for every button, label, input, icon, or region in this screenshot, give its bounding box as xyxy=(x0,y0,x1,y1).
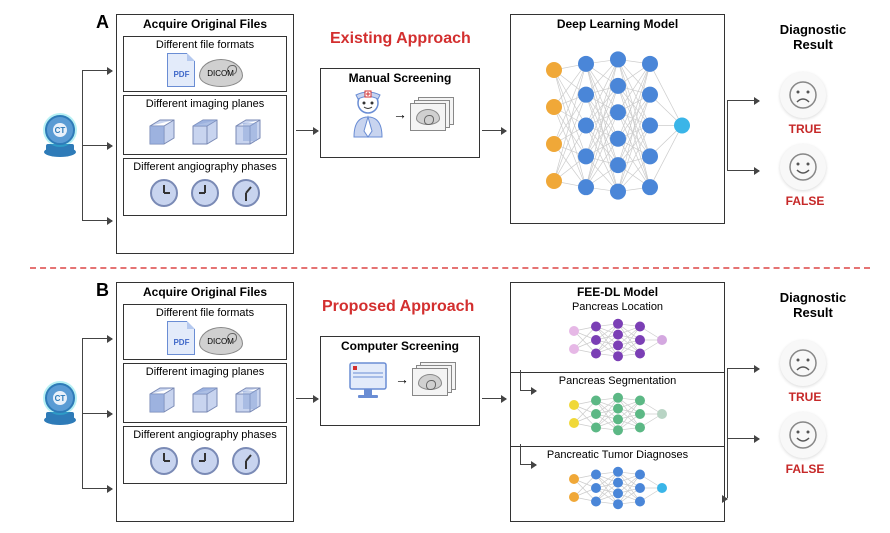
computer-screening-box: Computer Screening → xyxy=(320,336,480,426)
panel-b-label: B xyxy=(96,280,109,301)
cube-icon xyxy=(145,114,179,148)
dl-model-box: Deep Learning Model xyxy=(510,14,725,224)
diagnostic-result-title: Diagnostic Result xyxy=(768,290,858,320)
acquire-files-box: Acquire Original Files Different file fo… xyxy=(116,282,294,522)
image-stack-icon xyxy=(410,97,454,131)
connector xyxy=(520,370,521,390)
doctor-icon xyxy=(346,87,390,141)
false-label: FALSE xyxy=(778,194,832,208)
arrow-icon: → xyxy=(393,106,407,122)
false-label: FALSE xyxy=(778,462,832,476)
acquire-files-box: Acquire Original Files Different file fo… xyxy=(116,14,294,254)
arrow xyxy=(727,170,759,171)
file-formats-box: Different file formats PDF DICOM xyxy=(123,36,287,92)
connector xyxy=(725,498,727,499)
happy-face-icon xyxy=(780,144,826,190)
arrow xyxy=(520,464,536,465)
ct-scanner-icon: CT xyxy=(40,110,80,158)
cube-icon xyxy=(188,382,222,416)
connector xyxy=(82,338,83,488)
connector xyxy=(727,100,728,170)
neural-network-large xyxy=(513,33,723,218)
imaging-planes-box: Different imaging planes xyxy=(123,363,287,423)
arrow xyxy=(82,413,112,414)
connector xyxy=(520,444,521,464)
connector xyxy=(82,70,83,220)
clock-icon xyxy=(230,445,262,477)
proposed-approach-label: Proposed Approach xyxy=(322,298,474,316)
clock-icon xyxy=(189,177,221,209)
image-stack-icon xyxy=(412,362,456,396)
svg-text:CT: CT xyxy=(55,394,66,403)
arrow xyxy=(482,130,506,131)
panel-divider xyxy=(30,267,870,269)
neural-network-segmentation xyxy=(518,387,718,441)
pancreas-location-label: Pancreas Location xyxy=(511,301,724,313)
clock-icon xyxy=(189,445,221,477)
cube-icon xyxy=(188,114,222,148)
arrow xyxy=(482,398,506,399)
arrow xyxy=(82,70,112,71)
happy-face-icon xyxy=(780,412,826,458)
clock-icon xyxy=(148,445,180,477)
pdf-icon: PDF xyxy=(167,321,195,355)
angio-phases-box: Different angiography phases xyxy=(123,426,287,484)
true-label: TRUE xyxy=(780,122,830,136)
arrow xyxy=(82,488,112,489)
arrow-icon: → xyxy=(395,371,409,387)
neural-network-diagnoses xyxy=(518,461,718,515)
file-formats-box: Different file formats PDF DICOM xyxy=(123,304,287,360)
clock-icon xyxy=(148,177,180,209)
svg-text:CT: CT xyxy=(55,126,66,135)
arrow xyxy=(727,368,759,369)
pdf-icon: PDF xyxy=(167,53,195,87)
neural-network-location xyxy=(518,313,718,367)
arrow xyxy=(82,145,112,146)
arrow xyxy=(82,338,112,339)
pancreas-diagnoses-label: Pancreatic Tumor Diagnoses xyxy=(511,446,724,461)
diagnostic-result-title: Diagnostic Result xyxy=(768,22,858,52)
ct-scanner-icon: CT xyxy=(40,378,80,426)
acquire-title: Acquire Original Files xyxy=(117,15,293,33)
cube-icon xyxy=(231,114,265,148)
arrow xyxy=(727,438,759,439)
cube-icon xyxy=(145,382,179,416)
angio-phases-box: Different angiography phases xyxy=(123,158,287,216)
dicom-icon: DICOM xyxy=(199,327,243,355)
clock-icon xyxy=(230,177,262,209)
arrow xyxy=(520,390,536,391)
sad-face-icon xyxy=(780,340,826,386)
true-label: TRUE xyxy=(780,390,830,404)
pancreas-segmentation-label: Pancreas Segmentation xyxy=(511,372,724,387)
arrow xyxy=(727,100,759,101)
connector xyxy=(727,368,728,498)
arrow xyxy=(296,398,318,399)
arrow xyxy=(296,130,318,131)
sad-face-icon xyxy=(780,72,826,118)
manual-screening-box: Manual Screening → xyxy=(320,68,480,158)
dicom-icon: DICOM xyxy=(199,59,243,87)
cube-icon xyxy=(231,382,265,416)
existing-approach-label: Existing Approach xyxy=(330,30,471,48)
panel-a-label: A xyxy=(96,12,109,33)
acquire-title: Acquire Original Files xyxy=(117,283,293,301)
fee-dl-model-box: FEE-DL Model Pancreas Location Pancreas … xyxy=(510,282,725,522)
imaging-planes-box: Different imaging planes xyxy=(123,95,287,155)
arrow xyxy=(82,220,112,221)
monitor-icon xyxy=(344,355,392,403)
